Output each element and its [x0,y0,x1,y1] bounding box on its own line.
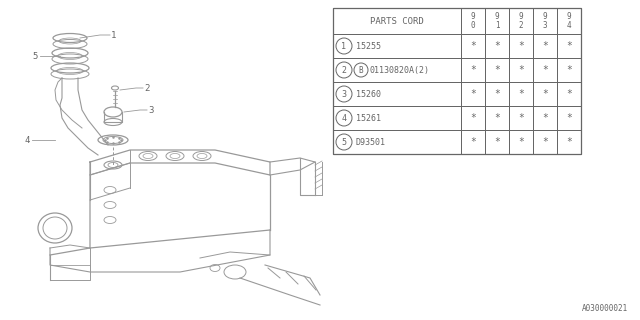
Text: *: * [494,65,500,75]
Text: 9
0: 9 0 [470,12,476,30]
Text: B: B [358,66,364,75]
Bar [485,82,509,106]
Bar [533,34,557,58]
Text: *: * [494,137,500,147]
Text: 2: 2 [342,66,346,75]
Bar [509,8,533,34]
Text: *: * [566,113,572,123]
Text: 15255: 15255 [356,42,381,51]
Bar [461,34,485,58]
Text: *: * [566,41,572,51]
Bar [509,58,533,82]
Bar [557,34,581,58]
Text: *: * [542,41,548,51]
Bar [333,106,461,130]
Text: *: * [470,65,476,75]
Text: A030000021: A030000021 [582,304,628,313]
Text: 3: 3 [148,106,154,115]
Text: *: * [518,65,524,75]
Bar [461,8,485,34]
Text: *: * [518,41,524,51]
Text: *: * [494,89,500,99]
Bar [485,8,509,34]
Bar [533,82,557,106]
Bar [485,34,509,58]
Text: *: * [566,137,572,147]
Text: 9
2: 9 2 [518,12,524,30]
Bar [557,58,581,82]
Text: 9
3: 9 3 [543,12,547,30]
Bar [557,106,581,130]
Text: *: * [518,89,524,99]
Bar [333,8,581,154]
Text: 9
1: 9 1 [495,12,499,30]
Bar [461,82,485,106]
Bar [333,130,461,154]
Bar [509,82,533,106]
Text: 3: 3 [342,90,346,99]
Text: *: * [470,113,476,123]
Bar [533,106,557,130]
Text: *: * [542,137,548,147]
Bar [485,58,509,82]
Bar [509,130,533,154]
Text: *: * [566,65,572,75]
Bar [557,130,581,154]
Text: *: * [566,89,572,99]
Bar [557,82,581,106]
Text: *: * [494,113,500,123]
Bar [485,106,509,130]
Text: 1: 1 [342,42,346,51]
Bar [333,34,461,58]
Bar [333,58,461,82]
Text: 1: 1 [111,30,116,39]
Text: 4: 4 [342,114,346,123]
Text: 15260: 15260 [356,90,381,99]
Text: *: * [470,89,476,99]
Text: *: * [542,65,548,75]
Text: *: * [470,41,476,51]
Bar [509,34,533,58]
Bar [333,8,461,34]
Text: PARTS CORD: PARTS CORD [370,17,424,26]
Text: *: * [518,137,524,147]
Text: 4: 4 [24,135,30,145]
Text: 01130820A(2): 01130820A(2) [370,66,430,75]
Bar [485,130,509,154]
Text: *: * [470,137,476,147]
Bar [533,58,557,82]
Bar [557,8,581,34]
Text: 9
4: 9 4 [566,12,572,30]
Bar [461,130,485,154]
Bar [533,130,557,154]
Text: *: * [494,41,500,51]
Text: 5: 5 [33,52,38,60]
Text: 2: 2 [144,84,149,92]
Text: 5: 5 [342,138,346,147]
Text: *: * [542,113,548,123]
Bar [461,58,485,82]
Text: 15261: 15261 [356,114,381,123]
Bar [333,82,461,106]
Bar [509,106,533,130]
Text: *: * [518,113,524,123]
Text: D93501: D93501 [356,138,386,147]
Bar [461,106,485,130]
Bar [533,8,557,34]
Text: *: * [542,89,548,99]
